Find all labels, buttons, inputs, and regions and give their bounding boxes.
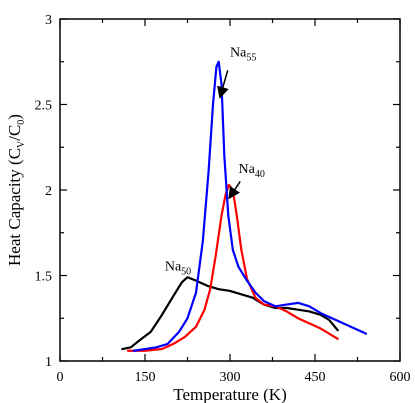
series-line-1 <box>121 276 339 351</box>
x-axis: 0 150 300 450 600 <box>57 19 411 385</box>
y-tick-label: 3 <box>45 13 52 28</box>
x-tick-label: 300 <box>220 370 241 385</box>
y-axis-label: Heat Capacity (CV/C0) <box>5 114 27 266</box>
x-tick-label: 150 <box>135 370 156 385</box>
plot-frame <box>59 18 401 362</box>
y-tick-label: 2.5 <box>35 99 53 114</box>
series-line-3 <box>132 60 368 352</box>
x-tick-label: 450 <box>305 370 326 385</box>
y-tick-label: 1.5 <box>35 270 53 285</box>
series-line-2 <box>126 183 339 352</box>
y-tick-label: 1 <box>45 355 52 370</box>
annotation-label: Na55 <box>230 46 256 64</box>
y-axis: 1 1.5 2 2.5 3 <box>35 13 400 370</box>
annotation-label: Na50 <box>165 259 191 277</box>
annotation-arrow <box>217 70 229 99</box>
x-tick-label: 600 <box>390 370 411 385</box>
y-tick-label: 2 <box>45 184 52 199</box>
annotations: Na55 Na40 Na50 <box>165 46 265 278</box>
x-tick-label: 0 <box>57 370 64 385</box>
annotation-label: Na40 <box>239 162 265 180</box>
x-axis-label: Temperature (K) <box>173 385 287 403</box>
plot-area <box>121 60 368 352</box>
annotation-arrow <box>228 181 241 200</box>
